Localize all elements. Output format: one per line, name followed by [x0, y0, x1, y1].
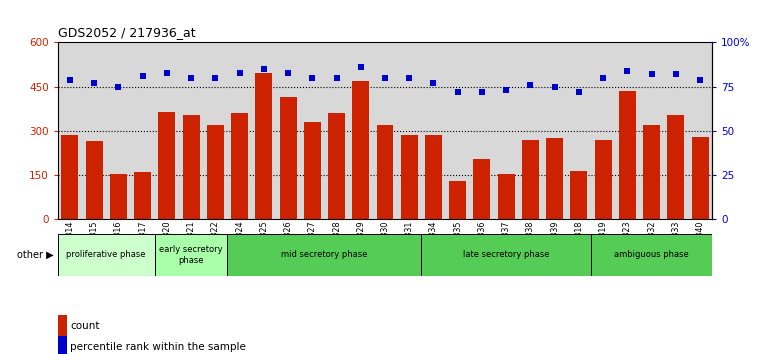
Bar [591, 234, 712, 276]
Text: mid secretory phase: mid secretory phase [281, 250, 367, 259]
Text: count: count [70, 321, 99, 331]
Bar [449, 181, 466, 219]
Point [185, 75, 197, 81]
Bar [110, 174, 127, 219]
Bar [522, 140, 539, 219]
Bar [474, 159, 490, 219]
Point [597, 75, 609, 81]
Bar [159, 112, 176, 219]
Bar [182, 115, 199, 219]
Point [476, 89, 488, 95]
Bar [497, 174, 514, 219]
Bar [85, 141, 102, 219]
Bar [377, 125, 393, 219]
Bar [421, 234, 591, 276]
Bar [155, 234, 227, 276]
Point [451, 89, 464, 95]
Text: proliferative phase: proliferative phase [66, 250, 146, 259]
Point [355, 64, 367, 70]
Point [306, 75, 319, 81]
Bar [256, 73, 273, 219]
Point [621, 68, 634, 74]
Bar [304, 122, 321, 219]
Point [645, 72, 658, 77]
Text: other ▶: other ▶ [17, 250, 54, 260]
Point [403, 75, 415, 81]
Text: GDS2052 / 217936_at: GDS2052 / 217936_at [58, 26, 196, 39]
Bar [400, 135, 417, 219]
Bar [231, 113, 248, 219]
Bar [328, 113, 345, 219]
Bar [58, 234, 155, 276]
Bar [571, 171, 588, 219]
Bar [668, 115, 685, 219]
Point [670, 72, 682, 77]
Bar [546, 138, 563, 219]
Bar [691, 137, 708, 219]
Bar [643, 125, 660, 219]
Point [64, 77, 76, 82]
Point [573, 89, 585, 95]
Point [258, 66, 270, 72]
Point [161, 70, 173, 75]
Point [427, 80, 440, 86]
Point [88, 80, 100, 86]
Bar [280, 97, 296, 219]
Bar [425, 135, 442, 219]
Bar [227, 234, 421, 276]
Point [548, 84, 561, 90]
Point [282, 70, 294, 75]
Point [233, 70, 246, 75]
Point [209, 75, 222, 81]
Point [524, 82, 537, 88]
Text: early secretory
phase: early secretory phase [159, 245, 223, 264]
Point [330, 75, 343, 81]
Bar [594, 140, 611, 219]
Text: percentile rank within the sample: percentile rank within the sample [70, 342, 246, 352]
Bar [134, 172, 151, 219]
Bar [353, 81, 370, 219]
Point [694, 77, 706, 82]
Point [136, 73, 149, 79]
Bar [619, 91, 636, 219]
Text: late secretory phase: late secretory phase [463, 250, 550, 259]
Bar [207, 125, 224, 219]
Bar [62, 135, 79, 219]
Point [500, 87, 512, 93]
Text: ambiguous phase: ambiguous phase [614, 250, 689, 259]
Point [379, 75, 391, 81]
Point [112, 84, 125, 90]
